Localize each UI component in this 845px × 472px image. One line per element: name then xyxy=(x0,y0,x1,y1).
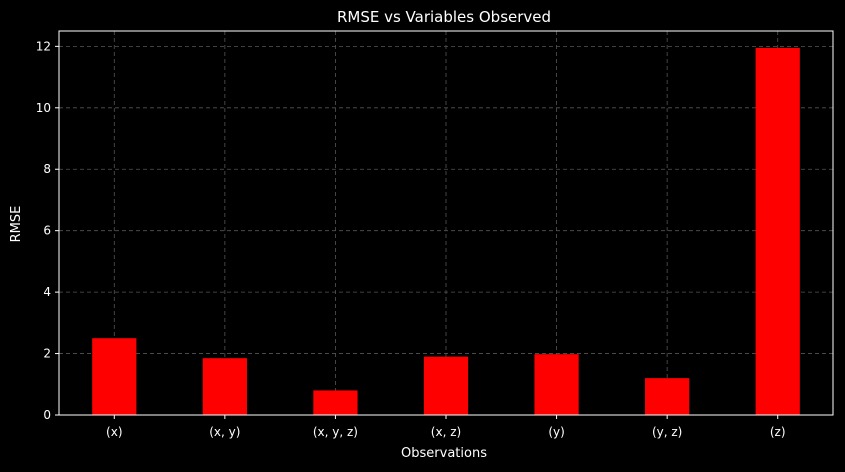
x-tick-label: (x, z) xyxy=(431,425,461,439)
x-tick-label: (x, y) xyxy=(209,425,240,439)
bar xyxy=(423,356,469,415)
bar xyxy=(534,354,579,415)
tick-layer: 0 2 4 6 8 10 12 (x) (x, y) (x, y, z) (x, z) (y) (y, … xyxy=(36,39,786,439)
bar xyxy=(645,378,690,415)
bar xyxy=(202,358,247,415)
y-tick-label: 2 xyxy=(43,347,51,361)
y-tick-label: 10 xyxy=(36,101,51,115)
y-tick-label: 6 xyxy=(43,224,51,238)
x-tick-label: (x, y, z) xyxy=(313,425,358,439)
bar xyxy=(313,390,358,415)
chart-title: RMSE vs Variables Observed xyxy=(337,8,551,26)
x-tick-label: (y) xyxy=(548,425,564,439)
x-tick-label: (z) xyxy=(770,425,786,439)
bar xyxy=(92,338,137,415)
bar-layer xyxy=(92,47,800,416)
x-axis-label: Observations xyxy=(401,446,487,461)
bar xyxy=(755,47,800,416)
y-tick-label: 0 xyxy=(43,408,51,422)
y-tick-label: 12 xyxy=(36,39,51,53)
y-tick-label: 8 xyxy=(43,162,51,176)
y-axis-label: RMSE xyxy=(9,206,24,243)
x-tick-label: (y, z) xyxy=(652,425,682,439)
y-tick-label: 4 xyxy=(43,285,51,299)
x-tick-label: (x) xyxy=(106,425,122,439)
